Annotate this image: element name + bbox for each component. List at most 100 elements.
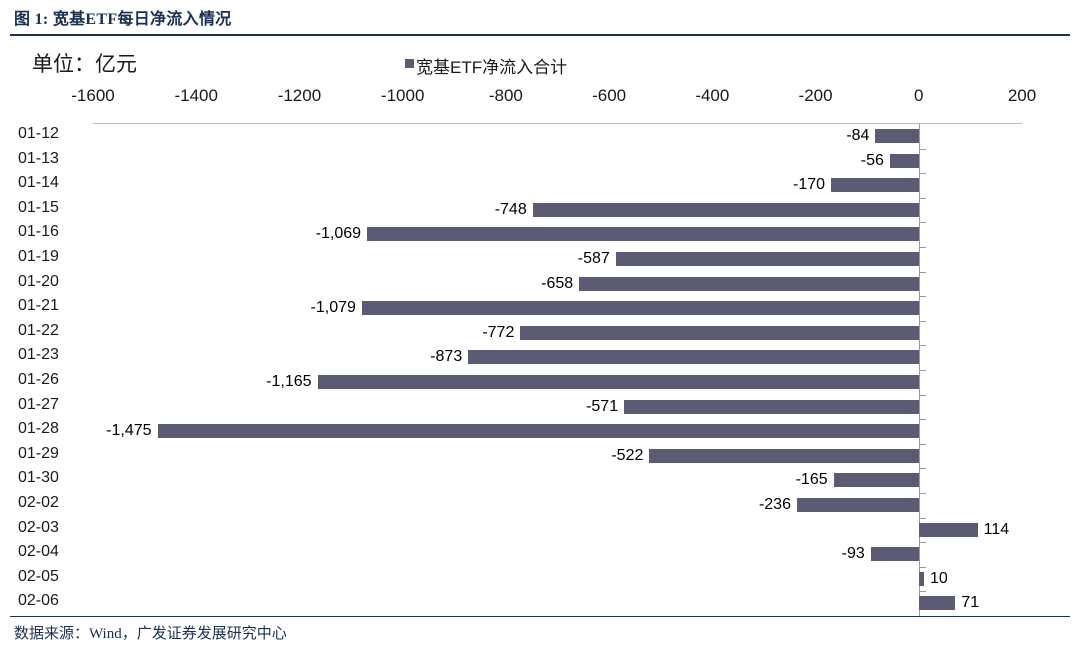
bar-value-label: -1,475 (106, 422, 152, 440)
y-category-label: 01-26 (18, 371, 59, 388)
bar-value-label: -571 (586, 397, 619, 415)
bar-row[interactable]: -748 (93, 198, 1022, 223)
axis-tick-mark (919, 542, 926, 544)
bar[interactable] (875, 129, 919, 143)
zero-axis-line (918, 124, 920, 617)
x-tick-label: 200 (1007, 86, 1037, 105)
x-tick-label: -400 (695, 86, 730, 105)
bar-value-label: -93 (841, 545, 865, 563)
y-category-label: 02-06 (18, 592, 59, 610)
y-category-label: 01-22 (18, 321, 59, 339)
axis-tick-mark (919, 148, 926, 150)
y-category-label: 01-13 (18, 149, 59, 167)
bar-row[interactable]: 114 (93, 518, 1022, 543)
bar[interactable] (468, 350, 919, 365)
bar-row[interactable]: -170 (93, 173, 1022, 198)
y-category-label: 01-15 (18, 198, 59, 216)
bar[interactable] (796, 498, 919, 512)
bar-row[interactable]: -587 (93, 247, 1022, 272)
bar-row[interactable]: -84 (93, 124, 1022, 149)
bar[interactable] (317, 375, 919, 389)
bar[interactable] (889, 153, 919, 168)
bar-row[interactable]: -1,079 (93, 296, 1022, 321)
bar-row[interactable]: 10 (93, 567, 1022, 592)
bar-row[interactable]: -56 (93, 149, 1022, 174)
bar-row[interactable]: -165 (93, 468, 1022, 493)
unit-label: 单位：亿元 (32, 53, 137, 76)
bar[interactable] (615, 252, 919, 266)
x-tick-label: -1400 (174, 86, 218, 105)
y-category-label: 01-29 (18, 444, 59, 462)
bar-value-label: -236 (758, 496, 791, 513)
bar-value-label: -1,165 (266, 373, 312, 390)
axis-tick-mark (919, 370, 926, 371)
axis-tick-mark (919, 271, 926, 273)
bar-value-label: 10 (929, 569, 948, 587)
y-category-label: 02-02 (18, 494, 59, 511)
bar[interactable] (918, 596, 956, 611)
bar-row[interactable]: -873 (93, 345, 1022, 370)
bar-row[interactable]: -93 (93, 542, 1022, 567)
bar[interactable] (870, 547, 919, 562)
bar[interactable] (649, 448, 919, 463)
bar-value-label: 71 (961, 594, 980, 612)
x-tick-label: -1600 (71, 86, 115, 105)
x-tick-label: -200 (798, 86, 833, 105)
bar-row[interactable]: 71 (93, 591, 1022, 616)
bar-value-label: -748 (494, 200, 527, 218)
y-category-label: 01-14 (18, 174, 59, 192)
x-tick-label: -1200 (277, 86, 322, 105)
title-divider (10, 34, 1070, 36)
y-category-label: 01-16 (18, 223, 59, 241)
axis-tick-mark (919, 566, 926, 568)
bar-row[interactable]: -236 (93, 493, 1022, 518)
axis-tick-mark (919, 247, 926, 248)
bar[interactable] (361, 301, 919, 316)
bar[interactable] (918, 522, 978, 537)
chart-legend: 宽基ETF净流入合计 (405, 53, 567, 78)
bar-value-label: -165 (795, 471, 828, 489)
chart-container: 单位：亿元 宽基ETF净流入合计 -1600 -1400 -1200 -1000 -80… (0, 36, 1080, 617)
bar[interactable] (532, 202, 919, 217)
y-category-label: 01-12 (18, 125, 59, 142)
legend-label: 宽基ETF净流入合计 (416, 58, 568, 77)
y-category-label: 01-19 (18, 248, 59, 265)
bar-value-label: -658 (541, 274, 574, 292)
bar-row[interactable]: -1,069 (93, 222, 1022, 247)
bar[interactable] (157, 424, 919, 439)
bar-value-label: -1,079 (310, 299, 356, 317)
y-category-label: 01-27 (18, 395, 59, 413)
bar[interactable] (579, 276, 919, 291)
y-category-label: 01-20 (18, 272, 59, 290)
plot-area: -84 -56 -170 -748 -1,069 -587 -658 -1,079 -772 -8… (93, 123, 1022, 617)
figure-title-bar: 图 1: 宽基ETF每日净流入情况 (0, 0, 1080, 34)
bar[interactable] (833, 473, 919, 488)
bar-value-label: -56 (860, 151, 884, 169)
bar-row[interactable]: -1,165 (93, 370, 1022, 395)
x-axis-tick-labels: -1600 -1400 -1200 -1000 -800 -600 -400 -200 0 200 (0, 86, 1080, 110)
bar-row[interactable]: -1,475 (93, 419, 1022, 444)
axis-tick-mark (919, 173, 926, 175)
bar[interactable] (624, 399, 919, 414)
bar[interactable] (367, 227, 919, 242)
bar-row[interactable]: -658 (93, 272, 1022, 297)
axis-tick-mark (919, 345, 926, 347)
bar-row[interactable]: -772 (93, 321, 1022, 346)
bar-value-label: -873 (430, 348, 463, 366)
y-category-label: 02-04 (18, 543, 59, 561)
bar[interactable] (520, 325, 919, 340)
bar-value-label: -84 (846, 127, 870, 144)
bar[interactable] (831, 178, 919, 193)
bar-value-label: 114 (983, 520, 1010, 538)
axis-tick-mark (919, 320, 926, 322)
axis-tick-mark (919, 222, 926, 224)
bar-value-label: -522 (611, 446, 644, 464)
x-tick-label: 0 (914, 86, 924, 105)
y-category-label: 01-21 (18, 297, 59, 315)
x-tick-label: -600 (592, 86, 627, 105)
axis-tick-mark (919, 296, 926, 298)
bar-row[interactable]: -571 (93, 395, 1022, 420)
bar[interactable] (918, 571, 924, 586)
legend-swatch-icon (405, 59, 414, 68)
bar-row[interactable]: -522 (93, 444, 1022, 469)
